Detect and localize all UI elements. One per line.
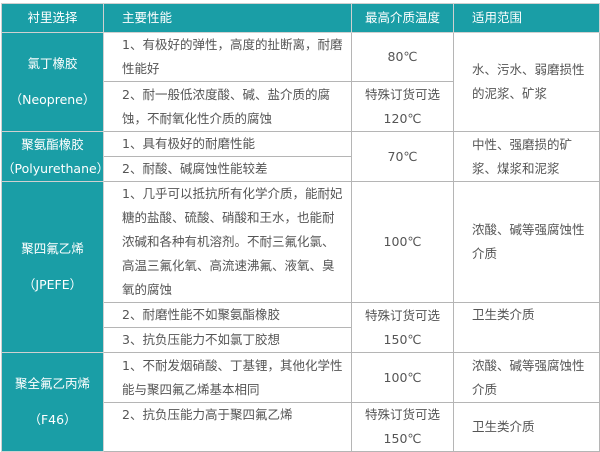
header-properties: 主要性能 (103, 3, 352, 33)
application-cell: 卫生类介质 (453, 402, 600, 452)
lining-table: 衬里选择 主要性能 最高介质温度 适用范围 氯丁橡胶 （Neoprene） 1、有… (1, 3, 600, 452)
lining-cell: 聚四氟乙烯 （JPEFE） (1, 181, 104, 353)
header-max-temp: 最高介质温度 (351, 3, 454, 33)
property-cell: 1、不耐发烟硝酸、丁基锂，其他化学性能与聚四氟乙烯基本相同 (103, 352, 352, 403)
temp-value: 150℃ (383, 431, 422, 446)
temp-value: 120℃ (383, 110, 422, 126)
table-row: 2、耐酸、碱腐蚀性能较差 (2, 156, 600, 182)
property-cell: 2、耐磨性能不如聚氨酯橡胶 (103, 302, 352, 328)
header-application: 适用范围 (453, 3, 600, 33)
header-row: 衬里选择 主要性能 最高介质温度 适用范围 (1, 3, 600, 33)
application-cell: 水、污水、弱磨损性的泥浆、矿浆 (453, 32, 600, 132)
lining-code: （Neoprene） (9, 92, 96, 107)
property-cell: 1、具有极好的耐磨性能 (103, 131, 352, 157)
lining-code: （JPEFE） (22, 277, 83, 292)
temp-cell: 特殊订货可选 150℃ (351, 302, 454, 353)
header-lining: 衬里选择 (1, 3, 104, 33)
property-cell: 1、有极好的弹性，高度的扯断离，耐磨性能好 (103, 32, 352, 82)
property-cell: 1、几乎可以抵抗所有化学介质，能耐妃糖的盐酸、硫酸、硝酸和王水，也能耐浓碱和各种… (103, 181, 352, 303)
application-cell: 卫生类介质 (453, 302, 600, 353)
table-row: 聚全氟乙丙烯 （F46） 1、不耐发烟硝酸、丁基锂，其他化学性能与聚四氟乙烯基本相… (1, 352, 600, 452)
temp-value: 150℃ (383, 331, 422, 347)
lining-code: （Polyurethane） (2, 160, 110, 176)
table-row: 氯丁橡胶 （Neoprene） 1、有极好的弹性，高度的扯断离，耐磨性能好 80℃… (1, 32, 600, 132)
lining-name: 聚四氟乙烯 (21, 241, 84, 256)
table-row: 聚氨酯橡胶 （Polyurethane） 1、具有极好的耐磨性能 70℃ 中性、强… (1, 131, 600, 182)
table-row: 2、耐一般低浓度酸、碱、盐介质的腐蚀，不耐氧化性介质的腐蚀 特殊订货可选 120℃ (2, 81, 600, 132)
temp-note: 特殊订货可选 (364, 407, 440, 422)
table-row: 2、耐磨性能不如聚氨酯橡胶 特殊订货可选 150℃ 卫生类介质 (2, 302, 600, 353)
temp-cell: 特殊订货可选 150℃ (351, 402, 454, 452)
temp-note: 特殊订货可选 (364, 86, 440, 102)
temp-cell: 100℃ (351, 181, 454, 303)
application-cell: 浓酸、碱等强腐蚀性介质 (453, 352, 600, 403)
lining-cell: 聚氨酯橡胶 （Polyurethane） (1, 131, 110, 182)
table-row: 3、抗负压能力不如氯丁胶想 (2, 327, 600, 353)
temp-cell: 70℃ (351, 131, 454, 182)
lining-cell: 聚全氟乙丙烯 （F46） (1, 352, 104, 452)
lining-cell: 氯丁橡胶 （Neoprene） (1, 32, 104, 132)
lining-name: 聚氨酯橡胶 (21, 136, 84, 152)
property-cell: 2、耐酸、碱腐蚀性能较差 (103, 156, 352, 182)
temp-cell: 80℃ (351, 32, 454, 82)
property-cell: 2、抗负压能力高于聚四氟乙烯 (103, 402, 352, 452)
temp-cell: 100℃ (351, 352, 454, 403)
lining-code: （F46） (28, 412, 77, 427)
temp-cell: 特殊订货可选 120℃ (351, 81, 454, 132)
lining-name: 聚全氟乙丙烯 (14, 376, 90, 391)
application-cell: 中性、强磨损的矿浆、煤浆和泥浆 (453, 131, 600, 182)
application-cell: 浓酸、碱等强腐蚀性介质 (453, 181, 600, 303)
table-row: 聚四氟乙烯 （JPEFE） 1、几乎可以抵抗所有化学介质，能耐妃糖的盐酸、硫酸、硝… (1, 181, 600, 353)
temp-note: 特殊订货可选 (364, 307, 440, 323)
property-cell: 3、抗负压能力不如氯丁胶想 (103, 327, 352, 353)
property-cell: 2、耐一般低浓度酸、碱、盐介质的腐蚀，不耐氧化性介质的腐蚀 (103, 81, 352, 132)
lining-name: 氯丁橡胶 (27, 56, 78, 71)
